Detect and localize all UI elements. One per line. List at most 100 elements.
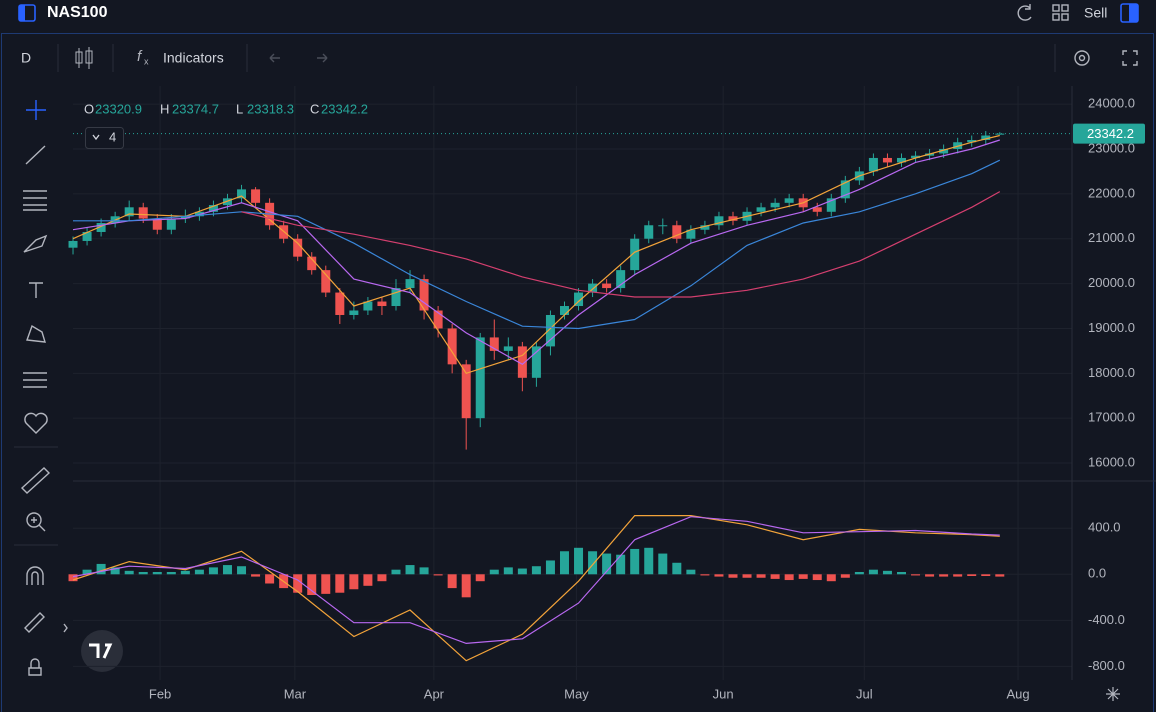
refresh-button[interactable] [1017, 4, 1032, 21]
fib-tool[interactable] [23, 190, 47, 211]
histogram-bar [335, 574, 345, 593]
sell-button[interactable]: Sell [1084, 5, 1107, 21]
indicator-line [72, 515, 1000, 662]
prediction-tool[interactable] [23, 372, 47, 388]
histogram-bar [896, 571, 906, 575]
y-tick-label: 23000.0 [1088, 140, 1135, 155]
measure-tool[interactable] [20, 467, 51, 494]
candle-body [658, 225, 668, 227]
histogram-bar [503, 567, 513, 575]
interval-button[interactable]: D [21, 50, 31, 66]
y-tick-label: 21000.0 [1088, 230, 1135, 245]
candle-body [517, 346, 527, 378]
pattern-tool[interactable] [26, 324, 46, 343]
indicator-line [72, 134, 1000, 375]
legend-open-label: O [84, 101, 94, 116]
text-tool[interactable] [29, 282, 43, 298]
collapse-toolbar[interactable] [63, 623, 68, 633]
candle-body [616, 270, 626, 289]
crosshair-tool[interactable] [26, 100, 46, 120]
plot-layer [68, 86, 1072, 680]
zoom-tool[interactable] [26, 512, 46, 532]
candle-body [349, 310, 359, 315]
histogram-bar [939, 574, 949, 577]
layout-button[interactable] [1052, 4, 1069, 21]
histogram-bar [194, 569, 204, 575]
candle-body [728, 216, 738, 221]
fullscreen-button[interactable] [1122, 50, 1138, 66]
indicators-toggle[interactable] [85, 127, 124, 149]
histogram-bar [82, 569, 92, 575]
symbol[interactable]: NAS100 [47, 4, 108, 21]
candle-body [630, 238, 640, 271]
indicator-line [72, 516, 1000, 645]
favorites-tool[interactable] [24, 412, 48, 434]
candle-body [419, 279, 429, 311]
lock-drawings-tool[interactable] [24, 612, 45, 633]
indicators-button[interactable]: Indicators [163, 50, 224, 66]
trendline-tool[interactable] [25, 145, 46, 165]
histogram-bar [798, 574, 808, 579]
histogram-bar [447, 574, 457, 589]
candle-body [531, 346, 541, 378]
candle-body [714, 216, 724, 226]
settings-button[interactable] [1074, 50, 1090, 66]
candle-body [911, 155, 921, 158]
histogram-bar [700, 574, 710, 576]
candle-body [251, 189, 261, 203]
candle-body [307, 256, 317, 271]
histogram-bar [517, 568, 527, 575]
histogram-bar [166, 571, 176, 575]
candle-body [826, 198, 836, 212]
histogram-bar [180, 570, 190, 575]
brush-tool[interactable] [23, 234, 48, 253]
last-price-tag [1073, 123, 1145, 144]
axis-settings[interactable] [1106, 687, 1120, 701]
drawing-toolbar [14, 100, 68, 676]
histogram-bar [461, 574, 471, 598]
candle-body [882, 157, 892, 163]
candle-body [68, 240, 78, 248]
candle-body [489, 337, 499, 351]
histogram-bar [967, 574, 977, 577]
candle-body [124, 207, 134, 217]
histogram-bar [588, 551, 598, 575]
undo-button[interactable] [269, 53, 280, 63]
histogram-bar [208, 567, 218, 575]
histogram-bar [475, 574, 485, 582]
histogram-bar [616, 554, 626, 575]
histogram-bar [68, 574, 78, 582]
last-price-label: 23342.2 [1087, 126, 1134, 141]
x-tick-label: Apr [424, 686, 445, 701]
y-tick-label: -400.0 [1088, 612, 1125, 627]
histogram-bar [658, 553, 668, 575]
histogram-bar [644, 547, 654, 575]
histogram-bar [630, 548, 640, 575]
legend-high-label: H [160, 101, 169, 116]
candle-body [700, 225, 710, 230]
histogram-bar [686, 569, 696, 575]
legend-close: 23342.2 [321, 101, 368, 116]
candle-body [180, 216, 190, 219]
histogram-bar [756, 574, 766, 578]
lock-tool[interactable] [28, 658, 42, 676]
candle-body [840, 180, 850, 199]
legend-low: 23318.3 [247, 101, 294, 116]
chart-type-button[interactable] [75, 47, 93, 69]
candle-body [545, 314, 555, 347]
y-tick-label: 18000.0 [1088, 365, 1135, 380]
candle-body [756, 207, 766, 212]
y-tick-label: 20000.0 [1088, 275, 1135, 290]
histogram-bar [222, 565, 232, 575]
histogram-bar [96, 563, 106, 575]
magnet-tool[interactable] [26, 566, 44, 585]
y-tick-label: 0.0 [1088, 566, 1106, 581]
histogram-bar [728, 574, 738, 578]
histogram-bar [377, 574, 387, 582]
redo-button[interactable] [317, 53, 328, 63]
histogram-bar [433, 574, 443, 576]
indicators-icon-sub: x [144, 56, 149, 66]
candle-body [503, 346, 513, 351]
candle-body [574, 292, 584, 307]
